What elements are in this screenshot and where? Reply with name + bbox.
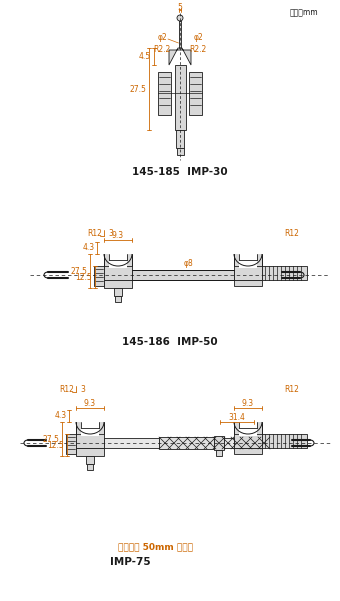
Bar <box>189 72 202 115</box>
Text: 12.5: 12.5 <box>75 272 92 281</box>
Bar <box>224 438 234 448</box>
Bar <box>234 266 262 280</box>
Text: 9.3: 9.3 <box>84 400 96 409</box>
Text: φ2: φ2 <box>157 34 167 43</box>
Text: 27.5: 27.5 <box>42 435 59 444</box>
Bar <box>179 21 181 48</box>
Bar <box>262 434 307 448</box>
Text: 3: 3 <box>81 385 85 394</box>
Bar <box>174 65 186 130</box>
Text: 31.4: 31.4 <box>228 413 245 423</box>
Polygon shape <box>169 48 191 65</box>
Text: R12: R12 <box>59 385 74 394</box>
Bar <box>104 438 159 448</box>
Bar <box>115 296 121 302</box>
Text: 9.3: 9.3 <box>242 400 254 409</box>
Text: 4.3: 4.3 <box>55 412 67 421</box>
Bar <box>234 254 262 266</box>
Bar <box>76 422 104 434</box>
Text: 145-185  IMP-30: 145-185 IMP-30 <box>132 167 228 177</box>
Text: R12: R12 <box>88 230 102 239</box>
Bar <box>216 450 222 456</box>
Bar <box>76 434 104 448</box>
Bar <box>214 436 224 450</box>
Text: IMP-75: IMP-75 <box>110 557 150 567</box>
Bar <box>87 464 93 470</box>
Text: R2.2: R2.2 <box>189 46 207 55</box>
Text: 测量范围 50mm 以上型: 测量范围 50mm 以上型 <box>118 543 192 552</box>
Text: 145-186  IMP-50: 145-186 IMP-50 <box>122 337 218 347</box>
Text: 3: 3 <box>108 230 114 239</box>
Bar <box>114 288 122 296</box>
Bar <box>234 434 262 448</box>
Text: 9.3: 9.3 <box>112 231 124 240</box>
Text: 12.5: 12.5 <box>47 441 64 450</box>
Bar <box>262 266 307 280</box>
Bar <box>234 280 262 286</box>
Bar <box>159 437 214 449</box>
Text: 27.5: 27.5 <box>129 85 146 94</box>
Text: 4.5: 4.5 <box>139 52 151 61</box>
Bar <box>239 254 257 268</box>
Bar <box>234 422 262 434</box>
Bar <box>109 254 127 268</box>
Bar <box>234 448 262 454</box>
Bar <box>66 434 76 454</box>
Text: 4.3: 4.3 <box>83 243 95 252</box>
Bar <box>176 130 184 148</box>
Bar <box>239 422 257 436</box>
Bar <box>104 280 132 288</box>
Text: φ8: φ8 <box>183 260 193 269</box>
Text: R12: R12 <box>284 230 299 239</box>
Bar <box>81 422 99 436</box>
Circle shape <box>177 15 183 21</box>
Bar <box>176 148 184 155</box>
Text: 5: 5 <box>177 2 183 11</box>
Bar <box>104 254 132 266</box>
Text: 单位：mm: 单位：mm <box>290 8 319 17</box>
Bar <box>86 456 94 464</box>
Text: R12: R12 <box>284 385 299 394</box>
Text: φ2: φ2 <box>193 34 203 43</box>
Bar <box>94 266 104 286</box>
Bar <box>104 266 132 280</box>
Text: R2.2: R2.2 <box>153 46 171 55</box>
Bar <box>76 448 104 456</box>
Text: 27.5: 27.5 <box>70 266 87 275</box>
Bar <box>132 270 234 280</box>
Bar <box>158 72 171 115</box>
